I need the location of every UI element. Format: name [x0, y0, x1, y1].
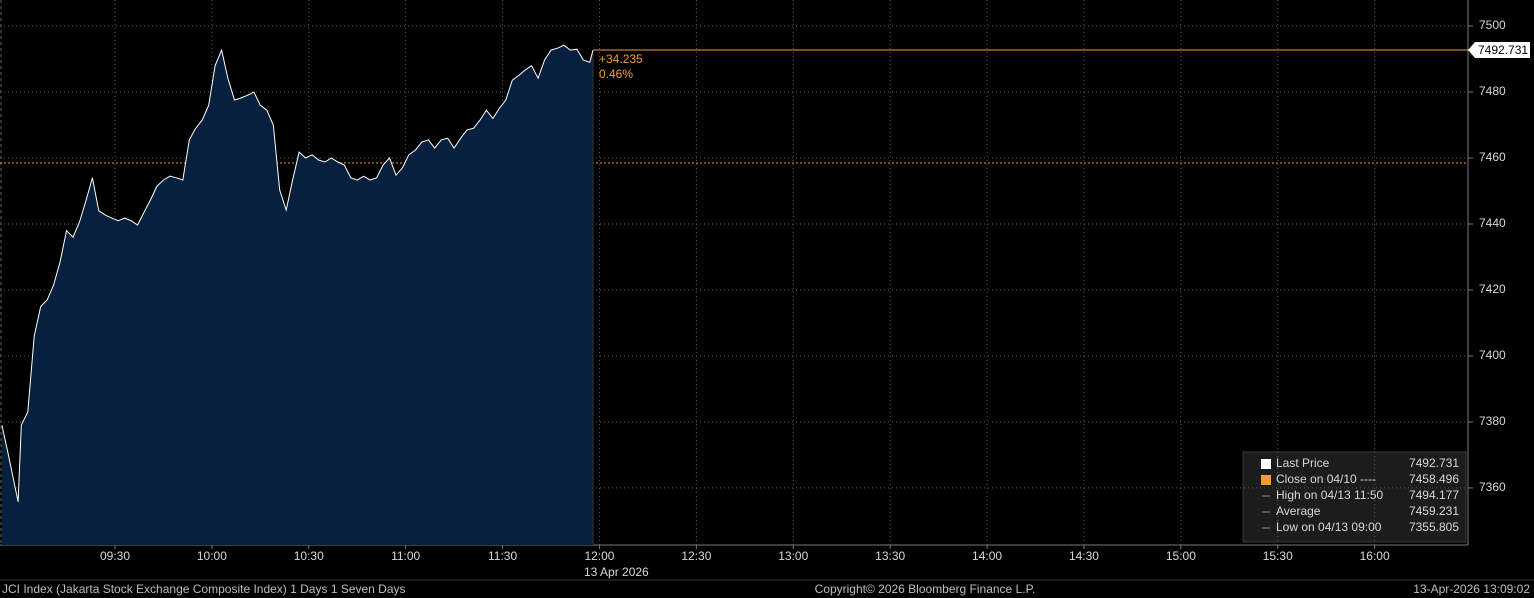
price-line [1, 44, 594, 502]
x-tick-label: 10:30 [294, 549, 324, 563]
legend-box [1242, 451, 1467, 543]
x-tick-label: 11:30 [488, 549, 517, 563]
x-tick-label: 15:00 [1166, 549, 1196, 563]
legend-label: Average [1276, 504, 1321, 518]
x-tick-label: 12:00 [584, 549, 614, 563]
x-tick-label: 15:30 [1263, 549, 1293, 563]
area-fill [1, 45, 593, 545]
footer-text: JCI Index (Jakarta Stock Exchange Compos… [2, 582, 406, 596]
x-tick-label: 16:00 [1360, 549, 1390, 563]
legend-swatch [1261, 459, 1271, 469]
x-tick-label: 12:30 [681, 549, 711, 563]
y-tick-label: 7420 [1479, 282, 1506, 296]
legend-value: 7492.731 [1409, 456, 1459, 470]
legend-label: Close on 04/10 ---- [1276, 472, 1376, 486]
footer-text: Copyright© 2026 Bloomberg Finance L.P. [815, 582, 1036, 596]
y-tick-label: 7360 [1479, 480, 1506, 494]
y-tick-label: 7400 [1479, 348, 1506, 362]
y-tick-label: 7480 [1479, 84, 1506, 98]
legend-label: High on 04/13 11:50 [1276, 488, 1384, 502]
change-annotation: 0.46% [599, 67, 633, 81]
x-tick-label: 10:00 [197, 549, 227, 563]
legend-label: Last Price [1276, 456, 1330, 470]
x-axis-label: 13 Apr 2026 [584, 565, 649, 579]
y-tick-label: 7500 [1479, 18, 1506, 32]
legend-value: 7458.496 [1409, 472, 1459, 486]
last-price-tag-label: 7492.731 [1478, 43, 1528, 57]
last-price-tag [1468, 42, 1530, 59]
x-tick-label: 11:00 [391, 549, 420, 563]
footer-text: 13-Apr-2026 13:09:02 [1413, 582, 1530, 596]
x-tick-label: 09:30 [100, 549, 130, 563]
x-tick-label: 14:00 [972, 549, 1002, 563]
legend-swatch [1261, 475, 1271, 485]
legend-value: 7494.177 [1409, 488, 1459, 502]
legend-label: Low on 04/13 09:00 [1276, 520, 1382, 534]
x-tick-label: 13:30 [875, 549, 905, 563]
x-tick-label: 14:30 [1069, 549, 1099, 563]
y-tick-label: 7460 [1479, 150, 1506, 164]
change-annotation: +34.235 [599, 52, 643, 66]
y-tick-label: 7440 [1479, 216, 1506, 230]
x-tick-label: 13:00 [778, 549, 808, 563]
y-tick-label: 7380 [1479, 414, 1506, 428]
legend-value: 7459.231 [1409, 504, 1459, 518]
legend-value: 7355.805 [1409, 520, 1459, 534]
